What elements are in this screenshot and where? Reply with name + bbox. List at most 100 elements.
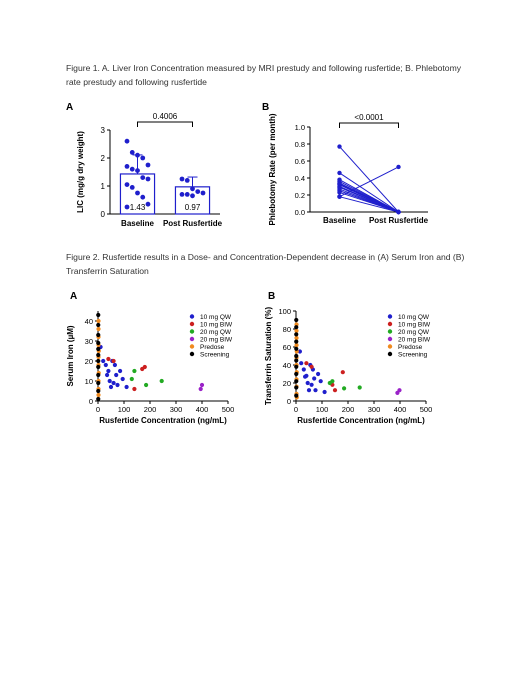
significance-bracket [137,121,193,127]
data-point [294,353,299,359]
data-point [179,192,185,197]
y-tick-label: 80 [283,325,291,334]
data-point [312,376,317,381]
data-point [357,385,362,390]
data-point [140,175,146,180]
data-point [129,150,135,155]
data-point [111,358,116,364]
data-point [96,392,101,398]
x-tick-label: 300 [170,405,183,414]
x-tick-label: 300 [368,405,381,414]
y-tick-label: 30 [85,337,93,346]
data-point [129,166,135,172]
panel-label: B [268,291,275,302]
data-point [118,368,123,374]
data-point [294,385,299,390]
data-point [135,168,140,173]
data-point [199,382,205,388]
data-point [101,358,106,364]
panel-label: A [66,102,73,113]
x-tick-label: 500 [420,405,433,414]
paired-line [339,196,399,213]
data-point [294,358,299,363]
y-tick-label: 60 [283,343,291,352]
y-axis-label: Serum Iron (µM) [66,325,75,386]
paired-line [339,166,399,198]
bar-value-label: 1.43 [130,203,146,212]
legend-marker [387,336,393,342]
data-point [112,362,117,368]
legend-label: 10 mg BIW [398,322,431,329]
data-point [96,380,101,386]
data-point [140,194,146,200]
paired-line [339,191,399,213]
data-point [198,386,203,392]
p-value-label: 0.4006 [153,112,178,121]
figure-2-panel-b-chart: B 0 20 40 60 80 100 0 100 200 300 400 500 Rusfertide … [264,291,433,425]
y-tick-label: 2 [101,154,106,163]
data-point [294,393,299,398]
y-tick-label: 0.0 [295,208,305,217]
data-point [337,190,342,195]
data-point [96,396,101,402]
legend-label: 20 mg QW [200,329,232,336]
figure-2-caption: Figure 2. Rusfertide results in a Dose- … [66,252,465,276]
data-point [190,193,195,199]
x-tick-label: 400 [196,405,209,414]
data-point [132,386,137,392]
data-point [105,372,110,378]
panel-label: B [262,102,269,113]
data-point [103,362,108,368]
data-point [124,182,130,187]
data-point [145,176,151,182]
data-point [322,389,327,395]
data-point [309,382,314,387]
data-point [124,164,130,169]
legend-marker [387,344,393,349]
data-point [294,346,299,351]
data-point [294,325,299,330]
data-point [96,372,101,378]
data-point [96,318,101,324]
data-point [184,178,190,183]
legend-marker [387,351,393,357]
legend-marker [189,314,195,319]
data-point [145,162,151,168]
legend-marker [387,314,393,319]
data-point [195,189,201,194]
x-tick-label: 0 [294,405,298,414]
data-point [340,370,345,375]
data-point [120,376,125,382]
y-tick-label: 0 [101,210,106,219]
x-tick-label: 100 [118,405,131,414]
paired-line [339,172,399,213]
data-point [294,339,299,344]
data-point [316,371,321,377]
data-point [294,371,299,377]
figure-1-panel-a-chart: A 0 1 2 3 LIC (mg/g dry weight) 1.43 Baseline 0.… [66,102,223,228]
data-point [159,378,164,384]
data-point [142,364,147,370]
y-tick-label: 0.6 [295,157,305,166]
x-tick-label: 0 [96,405,100,414]
data-point [124,204,130,210]
legend-marker [189,344,195,349]
data-point [107,378,112,384]
data-point [305,380,310,386]
y-axis-label: Transferrin Saturation (%) [264,307,273,406]
y-tick-label: 40 [283,361,291,370]
data-point [306,388,312,393]
data-point [327,380,332,386]
data-point [342,386,347,391]
figure-1-caption: Figure 1. A. Liver Iron Concentration me… [66,63,462,87]
data-point [129,376,134,382]
x-tick-label: 200 [342,405,355,414]
legend-label: 20 mg QW [398,329,430,336]
data-point [96,322,101,328]
y-tick-label: 1 [101,182,106,191]
data-point [190,186,195,192]
data-point [129,185,135,190]
y-axis-label: LIC (mg/g dry weight) [76,131,85,213]
data-point [184,192,190,197]
